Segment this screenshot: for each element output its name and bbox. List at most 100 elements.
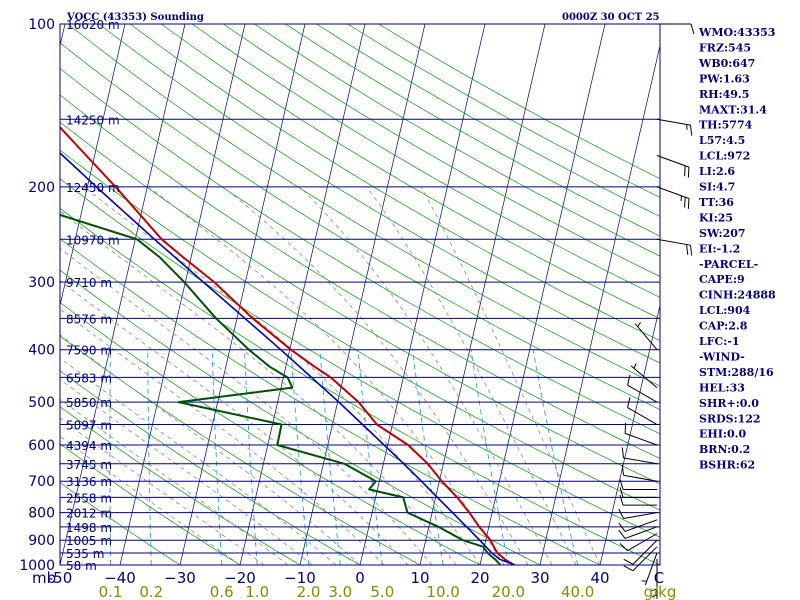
parcel-line <box>60 151 516 565</box>
wind-barb <box>641 552 658 586</box>
mixing-ratio-tick-label: 10.0 <box>426 583 459 600</box>
wind-barb-staff <box>656 118 691 126</box>
sounding-profiles <box>60 125 516 565</box>
isotherm-line <box>179 24 306 565</box>
pressure-tick-label: 900 <box>28 533 55 549</box>
index-value: BRN:0.2 <box>699 443 750 456</box>
index-value: KI:25 <box>699 211 733 224</box>
index-value: LCL:904 <box>699 304 751 317</box>
wind-barb-half <box>686 124 688 130</box>
wind-barb-staff <box>644 552 658 586</box>
index-value: L57:4.5 <box>699 134 745 147</box>
wind-barbs <box>618 23 695 599</box>
pressure-tick-label: 400 <box>28 343 55 359</box>
wind-barb-full <box>623 565 634 572</box>
index-value: FRZ:545 <box>699 41 751 54</box>
index-value: WMO:43353 <box>698 26 775 39</box>
wind-barb <box>657 23 695 35</box>
height-label: 14250 m <box>66 113 120 127</box>
height-label: 1005 m <box>66 534 112 548</box>
temperature-tick-label: −20 <box>224 569 256 587</box>
wind-barb-full <box>618 529 626 539</box>
wind-barb-full <box>690 23 695 35</box>
wind-barb <box>621 464 658 482</box>
isotherm-line <box>239 24 366 565</box>
mixing-ratio-tick-label: 1.0 <box>245 583 269 600</box>
wind-barb <box>621 447 658 465</box>
temperature-tick-label: 30 <box>530 569 549 587</box>
index-value: MAXT:31.4 <box>699 103 767 116</box>
temperature-unit-label: C <box>654 569 664 587</box>
mixing-ratio-tick-label: 0.2 <box>139 583 163 600</box>
wind-barb <box>630 363 658 388</box>
wind-barb-staff <box>656 186 690 199</box>
index-value: TH:5774 <box>699 119 753 132</box>
height-label: 58 m <box>66 559 97 573</box>
wind-barb-full <box>684 197 686 208</box>
index-value: PW:1.63 <box>699 72 750 85</box>
index-value: LCL:972 <box>699 150 750 163</box>
wind-barb-staff <box>623 474 658 482</box>
mixing-ratio-tick-label: 2.0 <box>297 583 321 600</box>
wind-barb-full <box>687 198 690 209</box>
isotherm-line <box>599 303 660 565</box>
temperature-tick-label: -50 <box>48 569 73 587</box>
index-value: -PARCEL- <box>699 258 758 271</box>
wind-barb-full <box>621 447 625 458</box>
index-value: STM:288/16 <box>699 366 774 379</box>
pressure-tick-label: 1000 <box>19 558 55 574</box>
pressure-unit-label: mb <box>32 569 56 587</box>
isotherm-line <box>60 24 126 307</box>
index-value: LFC:-1 <box>699 335 740 348</box>
index-value: SHR+:0.0 <box>699 397 759 410</box>
height-label: 2558 m <box>66 491 112 505</box>
plot-frame <box>59 23 661 566</box>
mixing-ratio-tick-label: 0.6 <box>210 583 234 600</box>
mixing-ratio-tick-label: 40.0 <box>561 583 594 600</box>
wind-barb <box>656 118 693 136</box>
wind-barb <box>656 186 690 209</box>
height-label: 535 m <box>66 547 104 561</box>
index-value: CINH:24888 <box>699 289 776 302</box>
index-value: SI:4.7 <box>699 181 735 194</box>
pressure-tick-label: 200 <box>28 180 55 196</box>
wind-barb-full <box>619 543 628 551</box>
wind-barb <box>619 533 658 552</box>
wind-barb-staff <box>623 457 658 465</box>
isotherm-line <box>539 44 660 565</box>
height-label: 9710 m <box>66 276 112 290</box>
isotherm-line <box>419 24 546 565</box>
wind-barb <box>619 479 657 490</box>
wind-barb <box>656 238 693 256</box>
wind-barb <box>627 397 658 425</box>
moist-adiabat-line <box>60 435 241 565</box>
moist-adiabat-line <box>60 210 457 565</box>
pressure-tick-label: 500 <box>28 395 55 411</box>
moist-adiabat-line <box>60 247 433 565</box>
wind-barb <box>618 508 658 519</box>
wind-barb-half <box>637 322 642 328</box>
wind-barb-staff <box>630 365 658 388</box>
wind-barb <box>627 374 658 403</box>
height-label: 4394 m <box>66 439 112 453</box>
wind-barb-full <box>686 244 689 255</box>
moist-adiabat-line <box>366 186 577 565</box>
wind-barb-full <box>687 167 690 178</box>
height-label: 8576 m <box>66 312 112 326</box>
wind-barb-half <box>651 588 658 592</box>
temperature-tick-label: −40 <box>104 569 136 587</box>
height-label: 3136 m <box>66 475 112 489</box>
wind-barb-full <box>624 422 627 434</box>
wind-barb-staff <box>632 539 658 565</box>
height-label: 2012 m <box>66 507 112 521</box>
isotherm-line <box>119 24 246 565</box>
wind-barb <box>623 546 658 572</box>
index-value: EI:-1.2 <box>699 242 740 255</box>
wind-barb-full <box>621 464 625 476</box>
height-label: 16620 m <box>66 18 120 32</box>
moist-adiabat-line <box>60 398 289 565</box>
temperature-tick-label: −10 <box>284 569 316 587</box>
mixing-ratio-tick-label: 20.0 <box>492 583 525 600</box>
wind-barb-staff <box>632 546 658 572</box>
